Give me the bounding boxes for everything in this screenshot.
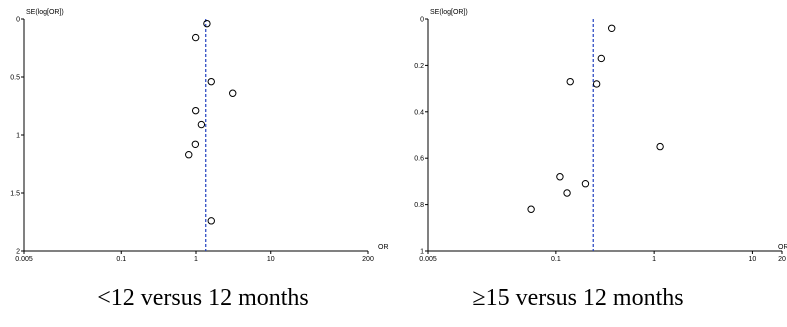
x-axis-label: OR bbox=[778, 244, 787, 251]
x-tick-label: 20 bbox=[778, 256, 786, 263]
y-axis-label: SE(log[OR]) bbox=[430, 9, 468, 16]
x-tick-label: 1 bbox=[652, 256, 656, 263]
x-axis-label: OR bbox=[378, 244, 389, 251]
y-tick-label: 0 bbox=[420, 17, 424, 24]
data-point bbox=[608, 24, 616, 32]
y-tick-label: 1 bbox=[16, 133, 20, 140]
y-axis-label: SE(log[OR]) bbox=[26, 9, 64, 16]
data-point bbox=[592, 80, 601, 88]
y-tick-label: 0.6 bbox=[414, 156, 424, 163]
y-tick-label: 1 bbox=[420, 249, 424, 256]
data-point bbox=[566, 77, 574, 86]
y-tick-label: 0.5 bbox=[10, 75, 20, 82]
data-point bbox=[207, 77, 215, 86]
data-point bbox=[191, 33, 200, 42]
x-tick-label: 0.1 bbox=[551, 256, 561, 263]
x-tick-label: 200 bbox=[362, 256, 374, 263]
data-point bbox=[185, 151, 193, 159]
caption-left: <12 versus 12 months bbox=[97, 285, 309, 311]
x-tick-label: 10 bbox=[267, 256, 275, 263]
y-tick-label: 2 bbox=[16, 249, 20, 256]
x-tick-label: 1 bbox=[194, 256, 198, 263]
caption-right: ≥15 versus 12 months bbox=[472, 285, 684, 311]
data-point bbox=[191, 106, 200, 115]
data-point bbox=[229, 89, 237, 97]
data-point bbox=[191, 140, 200, 148]
x-tick-label: 0.1 bbox=[116, 256, 126, 263]
data-point bbox=[556, 173, 564, 181]
data-point bbox=[597, 54, 606, 63]
y-tick-label: 0.2 bbox=[414, 63, 424, 70]
data-point bbox=[203, 19, 211, 28]
y-tick-label: 0.8 bbox=[414, 202, 424, 209]
data-point bbox=[656, 142, 664, 151]
data-point bbox=[207, 217, 215, 225]
data-point bbox=[527, 205, 535, 213]
y-tick-label: 1.5 bbox=[10, 191, 20, 198]
x-tick-label: 0.005 bbox=[419, 256, 437, 263]
y-tick-label: 0 bbox=[16, 17, 20, 24]
y-tick-label: 0.4 bbox=[414, 109, 424, 116]
x-tick-label: 10 bbox=[749, 256, 757, 263]
x-tick-label: 0.005 bbox=[15, 256, 33, 263]
data-point bbox=[197, 120, 206, 129]
data-point bbox=[563, 189, 571, 197]
data-point bbox=[581, 180, 590, 188]
